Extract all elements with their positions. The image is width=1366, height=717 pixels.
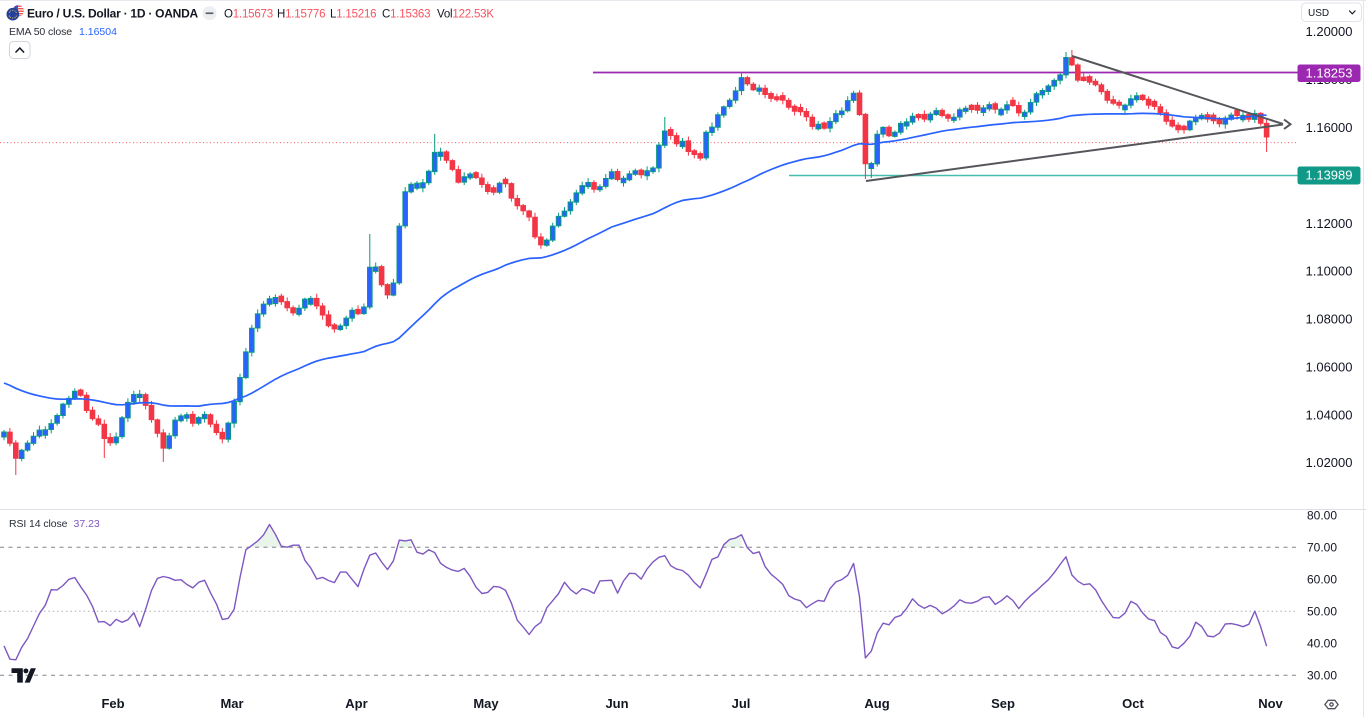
svg-text:Euro / U.S. Dollar · 1D · OAND: Euro / U.S. Dollar · 1D · OANDA [27, 7, 199, 21]
svg-text:30.00: 30.00 [1307, 668, 1337, 682]
svg-text:1.16000: 1.16000 [1306, 120, 1353, 135]
svg-text:70.00: 70.00 [1307, 540, 1337, 554]
svg-text:50.00: 50.00 [1307, 604, 1337, 618]
svg-text:Oct: Oct [1122, 696, 1144, 711]
svg-text:L1.15216: L1.15216 [330, 8, 376, 20]
svg-text:80.00: 80.00 [1307, 508, 1337, 522]
svg-text:C1.15363: C1.15363 [382, 8, 430, 20]
svg-text:O1.15673: O1.15673 [224, 8, 273, 20]
svg-text:Nov: Nov [1258, 696, 1283, 711]
svg-text:RSI 14 close: RSI 14 close [9, 518, 68, 530]
svg-text:Aug: Aug [864, 696, 889, 711]
svg-text:1.16504: 1.16504 [79, 26, 117, 38]
svg-text:1.04000: 1.04000 [1306, 407, 1353, 422]
svg-text:H1.15776: H1.15776 [277, 8, 325, 20]
svg-text:EMA 50 close: EMA 50 close [9, 26, 72, 38]
svg-text:1.12000: 1.12000 [1306, 216, 1353, 231]
svg-text:Sep: Sep [991, 696, 1015, 711]
svg-text:1.13989: 1.13989 [1306, 168, 1353, 183]
svg-text:Mar: Mar [220, 696, 243, 711]
svg-text:USD: USD [1308, 8, 1329, 19]
svg-text:1.02000: 1.02000 [1306, 455, 1353, 470]
svg-text:1.10000: 1.10000 [1306, 264, 1353, 279]
svg-text:60.00: 60.00 [1307, 572, 1337, 586]
svg-text:Vol122.53K: Vol122.53K [437, 8, 494, 20]
svg-text:Feb: Feb [101, 696, 124, 711]
svg-text:Apr: Apr [345, 696, 367, 711]
svg-text:1.08000: 1.08000 [1306, 312, 1353, 327]
svg-text:Jul: Jul [732, 696, 751, 711]
svg-text:1.18253: 1.18253 [1306, 65, 1353, 80]
svg-text:37.23: 37.23 [74, 518, 100, 530]
svg-text:May: May [473, 696, 499, 711]
svg-text:40.00: 40.00 [1307, 636, 1337, 650]
svg-text:1.20000: 1.20000 [1306, 24, 1353, 39]
svg-text:Jun: Jun [605, 696, 628, 711]
svg-text:1.06000: 1.06000 [1306, 359, 1353, 374]
